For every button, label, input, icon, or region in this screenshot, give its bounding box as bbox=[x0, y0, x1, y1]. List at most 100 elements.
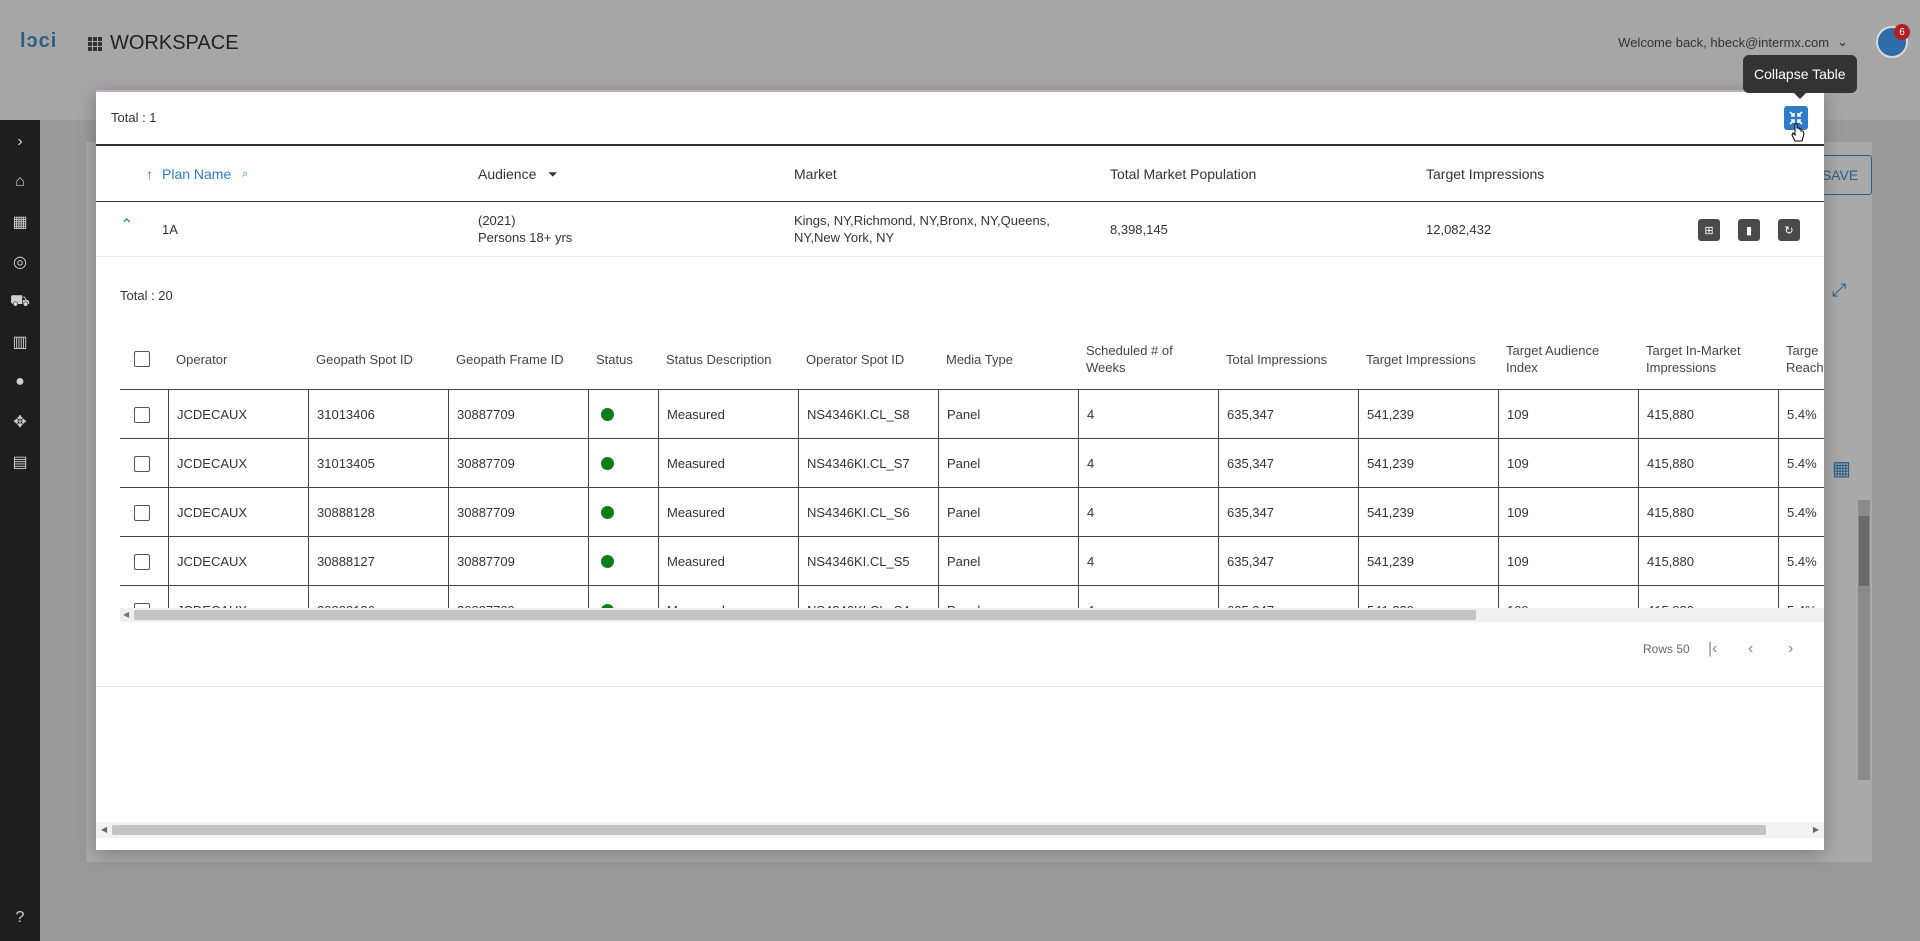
column-target-audience-index: Target Audience Index bbox=[1498, 328, 1599, 390]
select-all-checkbox[interactable] bbox=[126, 328, 150, 390]
cell-geopath-frame-id: 30887709 bbox=[448, 439, 588, 488]
cell-total-impressions: 635,347 bbox=[1218, 537, 1358, 586]
row-checkbox[interactable] bbox=[120, 537, 168, 586]
column-operator: Operator bbox=[176, 351, 228, 367]
expand-sidebar-icon[interactable]: › bbox=[17, 133, 23, 150]
cell-media-type: Panel bbox=[938, 537, 1078, 586]
move-icon[interactable]: ✥ bbox=[13, 414, 27, 431]
expand-icon[interactable]: ⤢ bbox=[1832, 280, 1847, 300]
cell-geopath-frame-id: 30887709 bbox=[448, 537, 588, 586]
divider bbox=[96, 144, 1824, 146]
vehicles-icon[interactable]: ⛟ bbox=[9, 293, 31, 310]
cell-status-description: Measured bbox=[658, 488, 798, 537]
cell-target-in-market-impressions: 415,880 bbox=[1638, 439, 1778, 488]
cell-target-impressions: 541,239 bbox=[1358, 488, 1498, 537]
column-target-in-market-impressions: Target In-Market Impressions bbox=[1638, 328, 1741, 390]
cell-geopath-frame-id: 30887709 bbox=[448, 488, 588, 537]
spots-table: Operator Geopath Spot ID Geopath Frame I… bbox=[120, 328, 1824, 618]
export-button[interactable]: ⊞ bbox=[1698, 219, 1720, 241]
collapse-icon bbox=[1789, 111, 1803, 125]
cell-status bbox=[588, 390, 658, 439]
row-checkbox[interactable] bbox=[120, 439, 168, 488]
cell-operator-spot-id: NS4346KI.CL_S6 bbox=[798, 488, 938, 537]
first-page-icon[interactable]: |‹ bbox=[1708, 640, 1718, 657]
chevron-down-icon: ⌄ bbox=[1837, 34, 1848, 49]
table-row[interactable]: JCDECAUX 31013406 30887709 Measured NS4346KI… bbox=[120, 390, 1824, 439]
filter-icon[interactable]: ⏷ bbox=[548, 167, 558, 181]
status-dot-icon bbox=[601, 408, 614, 421]
column-geopath-spot-id: Geopath Spot ID bbox=[316, 351, 413, 367]
app-logo[interactable]: lɔci bbox=[20, 30, 58, 52]
column-target-impressions: Target Impressions bbox=[1366, 351, 1476, 367]
column-audience[interactable]: Audience bbox=[478, 166, 537, 182]
table-horizontal-scrollbar[interactable]: ◀ bbox=[120, 608, 1824, 622]
cell-operator-spot-id: NS4346KI.CL_S5 bbox=[798, 537, 938, 586]
column-total-market-population: Total Market Population bbox=[1110, 166, 1257, 182]
report-icon[interactable]: ▤ bbox=[12, 454, 28, 471]
sort-asc-icon[interactable]: ↑ bbox=[146, 166, 153, 182]
compass-icon[interactable]: ◎ bbox=[13, 254, 27, 271]
help-icon[interactable]: ? bbox=[15, 909, 25, 926]
row-checkbox[interactable] bbox=[120, 390, 168, 439]
cell-operator-spot-id: NS4346KI.CL_S7 bbox=[798, 439, 938, 488]
table-row[interactable]: JCDECAUX 30888128 30887709 Measured NS4346KI… bbox=[120, 488, 1824, 537]
cell-target-reach: 5.4% bbox=[1778, 488, 1824, 537]
cell-operator: JCDECAUX bbox=[168, 537, 308, 586]
rows-per-page[interactable]: Rows 50 bbox=[1643, 642, 1690, 656]
delete-button[interactable]: ▮ bbox=[1738, 219, 1760, 241]
market-line-2: NY,New York, NY bbox=[794, 230, 895, 245]
previous-page-icon[interactable]: ‹ bbox=[1748, 640, 1754, 657]
divider bbox=[96, 686, 1824, 687]
cell-geopath-spot-id: 31013406 bbox=[308, 390, 448, 439]
search-icon[interactable]: ⌕ bbox=[242, 168, 249, 180]
table-row[interactable]: JCDECAUX 31013405 30887709 Measured NS4346KI… bbox=[120, 439, 1824, 488]
plan-name: 1A bbox=[162, 222, 178, 237]
workspace-menu[interactable]: WORKSPACE bbox=[88, 32, 239, 55]
cell-target-reach: 5.4% bbox=[1778, 439, 1824, 488]
cell-target-audience-index: 109 bbox=[1498, 488, 1638, 537]
target-impressions: 12,082,432 bbox=[1426, 222, 1492, 237]
modal-horizontal-scrollbar[interactable]: ◀ ▶ bbox=[96, 822, 1824, 838]
scroll-left-icon[interactable]: ◀ bbox=[101, 825, 108, 834]
cell-geopath-frame-id: 30887709 bbox=[448, 390, 588, 439]
cell-target-in-market-impressions: 415,880 bbox=[1638, 390, 1778, 439]
welcome-text: Welcome back, hbeck@intermx.com bbox=[1618, 34, 1830, 50]
cell-media-type: Panel bbox=[938, 390, 1078, 439]
chart-icon[interactable]: ▥ bbox=[12, 334, 28, 351]
apps-icon[interactable]: ▦ bbox=[12, 214, 28, 231]
cell-target-in-market-impressions: 415,880 bbox=[1638, 488, 1778, 537]
row-checkbox[interactable] bbox=[120, 488, 168, 537]
chevron-up-icon[interactable]: ⌃ bbox=[120, 217, 134, 234]
next-page-icon[interactable]: › bbox=[1788, 640, 1794, 657]
status-dot-icon bbox=[601, 457, 614, 470]
column-geopath-frame-id: Geopath Frame ID bbox=[456, 351, 564, 367]
background-scrollbar[interactable] bbox=[1858, 500, 1870, 780]
column-plan-name[interactable]: Plan Name bbox=[162, 166, 232, 182]
scroll-left-icon[interactable]: ◀ bbox=[123, 610, 130, 619]
cell-status-description: Measured bbox=[658, 390, 798, 439]
cell-total-impressions: 635,347 bbox=[1218, 488, 1358, 537]
cell-status-description: Measured bbox=[658, 439, 798, 488]
plan-table-header: ↑ Plan Name ⌕ Audience ⏷ Market Total Ma… bbox=[96, 146, 1824, 202]
column-scheduled-weeks: Scheduled # of Weeks bbox=[1078, 328, 1173, 390]
column-status-description: Status Description bbox=[666, 351, 772, 367]
cell-target-impressions: 541,239 bbox=[1358, 439, 1498, 488]
table-view-icon[interactable]: ▦ bbox=[1832, 458, 1851, 480]
cell-media-type: Panel bbox=[938, 439, 1078, 488]
user-icon[interactable]: ● bbox=[15, 373, 25, 390]
cell-target-in-market-impressions: 415,880 bbox=[1638, 537, 1778, 586]
home-icon[interactable]: ⌂ bbox=[15, 173, 25, 190]
table-row[interactable]: JCDECAUX 30888127 30887709 Measured NS4346KI… bbox=[120, 537, 1824, 586]
plan-row[interactable]: ⌃ 1A (2021) Persons 18+ yrs Kings, NY,Ri… bbox=[96, 203, 1824, 257]
cell-scheduled-weeks: 4 bbox=[1078, 488, 1218, 537]
cell-geopath-spot-id: 30888128 bbox=[308, 488, 448, 537]
audience-year: (2021) bbox=[478, 213, 516, 228]
user-menu[interactable]: Welcome back, hbeck@intermx.com ⌄ bbox=[1618, 34, 1848, 50]
refresh-button[interactable]: ↻ bbox=[1778, 219, 1800, 241]
scroll-right-icon[interactable]: ▶ bbox=[1812, 825, 1819, 834]
target-audience-index-line-2: Index bbox=[1506, 360, 1538, 375]
avatar[interactable]: 6 bbox=[1876, 24, 1910, 58]
scheduled-weeks-line-2: Weeks bbox=[1086, 360, 1126, 375]
target-reach-line-2: Reach bbox=[1786, 360, 1824, 375]
cell-target-reach: 5.4% bbox=[1778, 537, 1824, 586]
